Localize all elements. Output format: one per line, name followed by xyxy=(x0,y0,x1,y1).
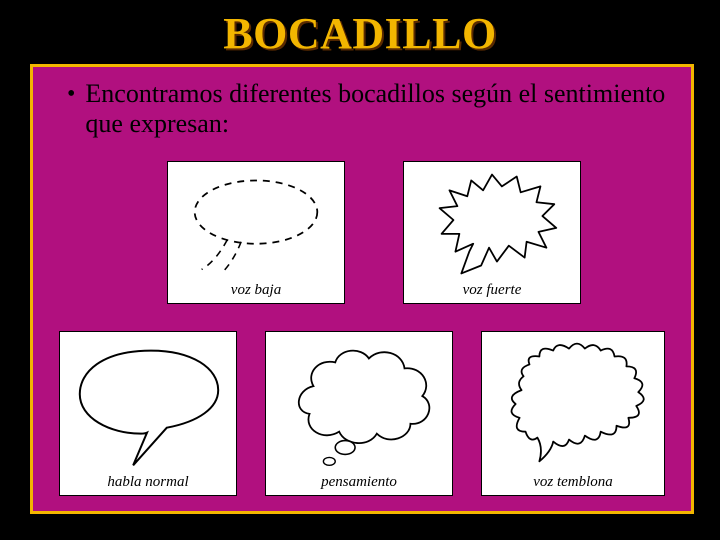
caption-pensamiento: pensamiento xyxy=(266,472,452,495)
slide-title: BOCADILLO xyxy=(0,0,720,65)
content-box: • Encontramos diferentes bocadillos segú… xyxy=(30,64,694,514)
bullet-icon: • xyxy=(67,79,75,109)
figure-voz-temblona: voz temblona xyxy=(481,331,665,496)
speech-bubble-temblona-icon xyxy=(482,332,664,472)
speech-bubble-normal-icon xyxy=(60,332,236,472)
figure-voz-baja: voz baja xyxy=(167,161,345,304)
thought-bubble-icon xyxy=(266,332,452,472)
bullet-text: Encontramos diferentes bocadillos según … xyxy=(85,79,671,139)
figure-voz-fuerte: voz fuerte xyxy=(403,161,581,304)
caption-habla-normal: habla normal xyxy=(60,472,236,495)
bullet-row: • Encontramos diferentes bocadillos segú… xyxy=(67,79,671,139)
slide: BOCADILLO • Encontramos diferentes bocad… xyxy=(0,0,720,540)
caption-voz-temblona: voz temblona xyxy=(482,472,664,495)
figures-area: voz baja voz fuerte habla normal xyxy=(33,161,691,511)
figure-pensamiento: pensamiento xyxy=(265,331,453,496)
caption-voz-baja: voz baja xyxy=(168,280,344,303)
figure-habla-normal: habla normal xyxy=(59,331,237,496)
caption-voz-fuerte: voz fuerte xyxy=(404,280,580,303)
speech-bubble-voz-fuerte-icon xyxy=(404,162,580,280)
speech-bubble-voz-baja-icon xyxy=(168,162,344,280)
bullet-area: • Encontramos diferentes bocadillos segú… xyxy=(33,67,691,139)
